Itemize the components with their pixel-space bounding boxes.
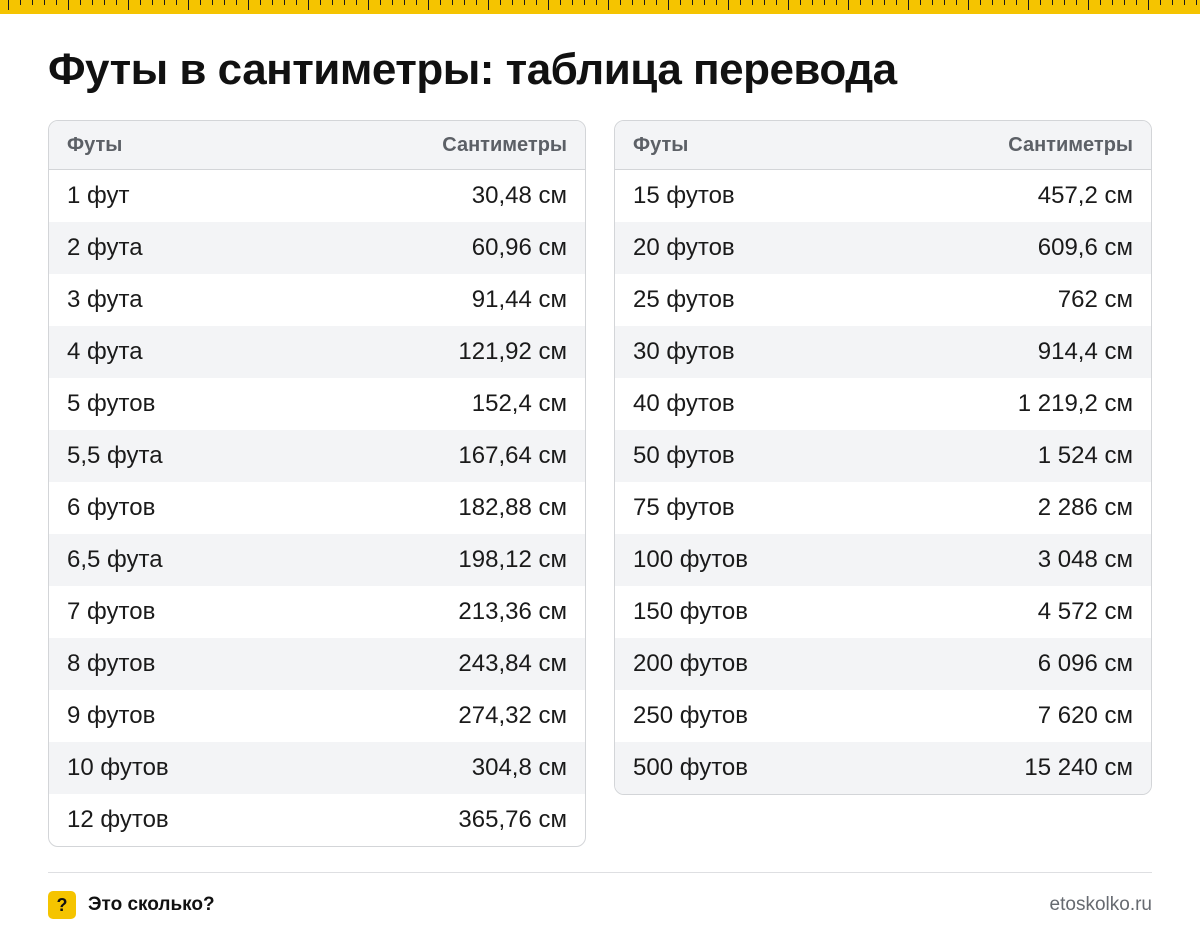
table-row: 7 футов 213,36 см <box>49 586 585 638</box>
header-centimeters: Сантиметры <box>442 133 567 156</box>
cell-feet: 12 футов <box>67 806 169 833</box>
table-row: 3 фута 91,44 см <box>49 274 585 326</box>
question-icon: ? <box>48 891 76 919</box>
cell-feet: 6,5 фута <box>67 546 163 573</box>
header-centimeters: Сантиметры <box>1008 133 1133 156</box>
cell-feet: 2 фута <box>67 234 143 261</box>
cell-feet: 4 фута <box>67 338 143 365</box>
cell-feet: 250 футов <box>633 702 749 729</box>
cell-feet: 5 футов <box>67 390 156 417</box>
table-row: 25 футов 762 см <box>615 274 1151 326</box>
table-row: 50 футов 1 524 см <box>615 430 1151 482</box>
table-row: 6 футов 182,88 см <box>49 482 585 534</box>
header-feet: Футы <box>67 133 123 156</box>
cell-centimeters: 213,36 см <box>458 598 567 625</box>
table-row: 250 футов 7 620 см <box>615 690 1151 742</box>
cell-centimeters: 457,2 см <box>1037 182 1133 209</box>
cell-centimeters: 6 096 см <box>1037 650 1133 677</box>
cell-centimeters: 1 524 см <box>1037 442 1133 469</box>
table-header: Футы Сантиметры <box>615 121 1151 170</box>
cell-centimeters: 198,12 см <box>458 546 567 573</box>
cell-feet: 8 футов <box>67 650 156 677</box>
table-row: 5,5 фута 167,64 см <box>49 430 585 482</box>
table-row: 20 футов 609,6 см <box>615 222 1151 274</box>
cell-centimeters: 914,4 см <box>1037 338 1133 365</box>
table-row: 1 фут 30,48 см <box>49 170 585 222</box>
ruler-decoration <box>0 0 1200 14</box>
cell-feet: 10 футов <box>67 754 169 781</box>
table-row: 9 футов 274,32 см <box>49 690 585 742</box>
conversion-table-left: Футы Сантиметры 1 фут 30,48 см 2 фута 60,96… <box>48 120 586 847</box>
table-row: 200 футов 6 096 см <box>615 638 1151 690</box>
cell-centimeters: 3 048 см <box>1037 546 1133 573</box>
table-row: 10 футов 304,8 см <box>49 742 585 794</box>
table-row: 12 футов 365,76 см <box>49 794 585 846</box>
page-title: Футы в сантиметры: таблица перевода <box>48 45 897 94</box>
cell-centimeters: 60,96 см <box>471 234 567 261</box>
cell-centimeters: 2 286 см <box>1037 494 1133 521</box>
footer-divider <box>48 872 1152 873</box>
table-row: 500 футов 15 240 см <box>615 742 1151 794</box>
table-row: 40 футов 1 219,2 см <box>615 378 1151 430</box>
brand-name: Это сколько? <box>88 894 215 915</box>
cell-feet: 30 футов <box>633 338 735 365</box>
cell-feet: 25 футов <box>633 286 735 313</box>
cell-feet: 20 футов <box>633 234 735 261</box>
conversion-table-right: Футы Сантиметры 15 футов 457,2 см 20 футов… <box>614 120 1152 795</box>
table-row: 75 футов 2 286 см <box>615 482 1151 534</box>
cell-feet: 9 футов <box>67 702 156 729</box>
table-row: 8 футов 243,84 см <box>49 638 585 690</box>
cell-centimeters: 609,6 см <box>1037 234 1133 261</box>
cell-feet: 7 футов <box>67 598 156 625</box>
cell-centimeters: 365,76 см <box>458 806 567 833</box>
cell-centimeters: 152,4 см <box>471 390 567 417</box>
table-row: 6,5 фута 198,12 см <box>49 534 585 586</box>
cell-feet: 3 фута <box>67 286 143 313</box>
cell-centimeters: 182,88 см <box>458 494 567 521</box>
table-row: 5 футов 152,4 см <box>49 378 585 430</box>
cell-centimeters: 15 240 см <box>1024 754 1133 781</box>
cell-centimeters: 91,44 см <box>471 286 567 313</box>
cell-feet: 40 футов <box>633 390 735 417</box>
cell-centimeters: 274,32 см <box>458 702 567 729</box>
table-row: 100 футов 3 048 см <box>615 534 1151 586</box>
cell-feet: 15 футов <box>633 182 735 209</box>
cell-centimeters: 121,92 см <box>458 338 567 365</box>
header-feet: Футы <box>633 133 689 156</box>
cell-centimeters: 30,48 см <box>471 182 567 209</box>
table-row: 4 фута 121,92 см <box>49 326 585 378</box>
cell-centimeters: 243,84 см <box>458 650 567 677</box>
table-row: 2 фута 60,96 см <box>49 222 585 274</box>
cell-feet: 200 футов <box>633 650 749 677</box>
table-row: 150 футов 4 572 см <box>615 586 1151 638</box>
cell-centimeters: 762 см <box>1057 286 1133 313</box>
site-url[interactable]: etoskolko.ru <box>1049 894 1152 915</box>
cell-centimeters: 1 219,2 см <box>1017 390 1133 417</box>
cell-feet: 75 футов <box>633 494 735 521</box>
cell-feet: 500 футов <box>633 754 749 781</box>
cell-feet: 150 футов <box>633 598 749 625</box>
table-body: 15 футов 457,2 см 20 футов 609,6 см 25 футов… <box>615 170 1151 794</box>
cell-centimeters: 4 572 см <box>1037 598 1133 625</box>
cell-feet: 1 фут <box>67 182 130 209</box>
cell-feet: 6 футов <box>67 494 156 521</box>
cell-centimeters: 304,8 см <box>471 754 567 781</box>
table-header: Футы Сантиметры <box>49 121 585 170</box>
table-row: 15 футов 457,2 см <box>615 170 1151 222</box>
table-row: 30 футов 914,4 см <box>615 326 1151 378</box>
cell-centimeters: 167,64 см <box>458 442 567 469</box>
table-body: 1 фут 30,48 см 2 фута 60,96 см 3 фута 91,44 с… <box>49 170 585 846</box>
cell-feet: 100 футов <box>633 546 749 573</box>
cell-feet: 5,5 фута <box>67 442 163 469</box>
cell-feet: 50 футов <box>633 442 735 469</box>
cell-centimeters: 7 620 см <box>1037 702 1133 729</box>
